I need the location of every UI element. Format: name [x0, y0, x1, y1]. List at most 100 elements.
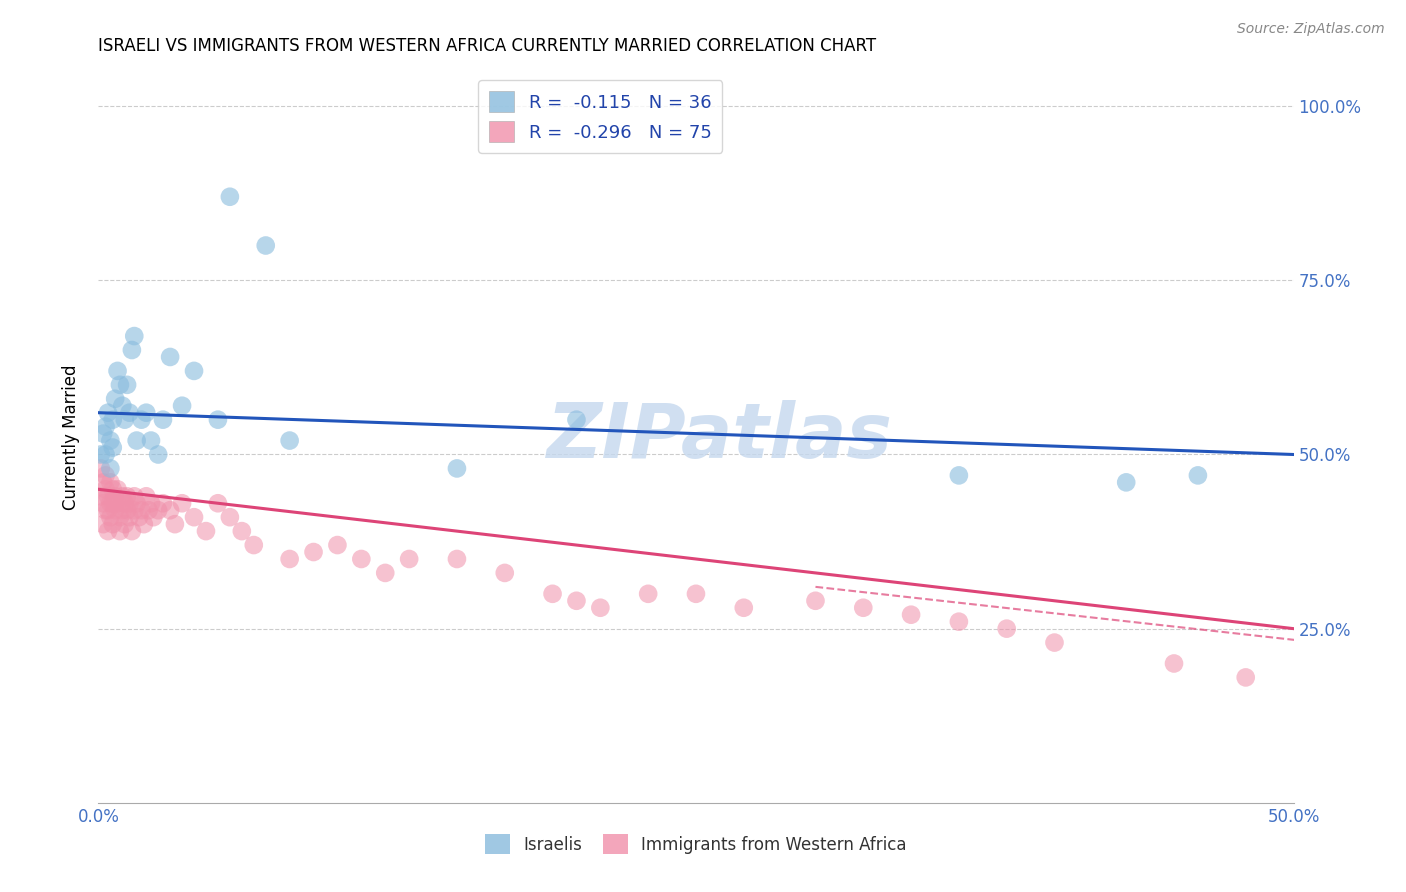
Point: [108, 510, 131, 524]
Point: [207, 496, 229, 510]
Point: [159, 350, 181, 364]
Point: [124, 489, 146, 503]
Point: [128, 510, 150, 524]
Point: [94, 483, 117, 497]
Point: [111, 503, 134, 517]
Point: [183, 364, 205, 378]
Point: [148, 503, 170, 517]
Point: [97, 489, 120, 503]
Point: [90, 489, 112, 503]
Point: [152, 496, 174, 510]
Point: [132, 517, 155, 532]
Point: [114, 517, 136, 532]
Point: [98, 434, 122, 448]
Point: [118, 406, 141, 420]
Point: [104, 489, 127, 503]
Point: [1115, 475, 1137, 490]
Point: [104, 503, 127, 517]
Point: [995, 622, 1018, 636]
Point: [172, 496, 194, 510]
Point: [90, 461, 112, 475]
Point: [900, 607, 922, 622]
Point: [118, 496, 141, 510]
Point: [219, 190, 242, 204]
Point: [195, 524, 218, 538]
Point: [115, 503, 138, 517]
Point: [124, 503, 146, 517]
Point: [278, 552, 301, 566]
Legend: Israelis, Immigrants from Western Africa: Israelis, Immigrants from Western Africa: [479, 828, 912, 860]
Point: [685, 587, 707, 601]
Point: [494, 566, 516, 580]
Point: [565, 594, 588, 608]
Point: [107, 364, 129, 378]
Point: [131, 412, 153, 426]
Point: [94, 503, 117, 517]
Point: [91, 475, 114, 490]
Point: [254, 238, 277, 252]
Point: [97, 503, 120, 517]
Point: [948, 615, 970, 629]
Point: [98, 496, 122, 510]
Point: [541, 587, 564, 601]
Point: [446, 461, 468, 475]
Point: [374, 566, 396, 580]
Point: [98, 475, 122, 490]
Point: [111, 399, 134, 413]
Point: [243, 538, 266, 552]
Point: [446, 552, 468, 566]
Point: [97, 406, 120, 420]
Point: [139, 496, 162, 510]
Point: [589, 600, 612, 615]
Point: [637, 587, 659, 601]
Point: [125, 434, 148, 448]
Point: [121, 343, 143, 357]
Point: [91, 517, 114, 532]
Point: [1163, 657, 1185, 671]
Point: [302, 545, 325, 559]
Point: [107, 496, 129, 510]
Point: [97, 524, 120, 538]
Point: [148, 448, 170, 462]
Point: [733, 600, 755, 615]
Point: [131, 503, 153, 517]
Point: [172, 399, 194, 413]
Point: [183, 510, 205, 524]
Text: ZIPatlas: ZIPatlas: [547, 401, 893, 474]
Point: [101, 441, 124, 455]
Point: [163, 517, 186, 532]
Point: [114, 412, 136, 426]
Point: [108, 524, 131, 538]
Point: [219, 510, 242, 524]
Point: [852, 600, 875, 615]
Point: [121, 524, 143, 538]
Point: [98, 461, 122, 475]
Point: [115, 489, 138, 503]
Text: Source: ZipAtlas.com: Source: ZipAtlas.com: [1237, 22, 1385, 37]
Point: [135, 406, 157, 420]
Point: [231, 524, 253, 538]
Point: [101, 483, 124, 497]
Point: [1234, 670, 1257, 684]
Point: [115, 377, 138, 392]
Point: [101, 517, 124, 532]
Point: [207, 412, 229, 426]
Point: [94, 448, 117, 462]
Point: [114, 496, 136, 510]
Point: [135, 489, 157, 503]
Point: [101, 496, 124, 510]
Point: [111, 489, 134, 503]
Point: [124, 329, 146, 343]
Point: [152, 412, 174, 426]
Point: [125, 496, 148, 510]
Point: [278, 434, 301, 448]
Point: [101, 412, 124, 426]
Point: [118, 510, 141, 524]
Text: ISRAELI VS IMMIGRANTS FROM WESTERN AFRICA CURRENTLY MARRIED CORRELATION CHART: ISRAELI VS IMMIGRANTS FROM WESTERN AFRIC…: [98, 37, 876, 54]
Y-axis label: Currently Married: Currently Married: [62, 364, 80, 510]
Point: [142, 510, 165, 524]
Point: [104, 392, 127, 406]
Point: [350, 552, 373, 566]
Point: [91, 426, 114, 441]
Point: [94, 419, 117, 434]
